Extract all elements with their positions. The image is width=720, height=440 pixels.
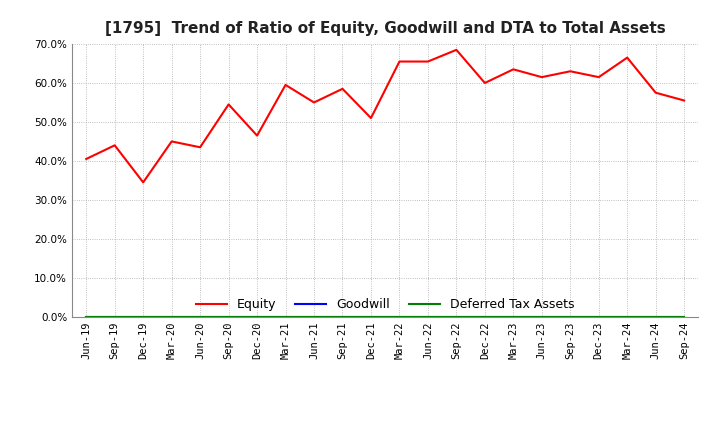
Deferred Tax Assets xyxy=(509,314,518,319)
Goodwill xyxy=(366,314,375,319)
Deferred Tax Assets xyxy=(395,314,404,319)
Deferred Tax Assets xyxy=(680,314,688,319)
Goodwill xyxy=(196,314,204,319)
Deferred Tax Assets xyxy=(167,314,176,319)
Equity xyxy=(366,115,375,121)
Goodwill xyxy=(595,314,603,319)
Equity xyxy=(82,156,91,161)
Equity xyxy=(167,139,176,144)
Equity xyxy=(282,82,290,88)
Equity xyxy=(537,74,546,80)
Equity xyxy=(452,47,461,52)
Goodwill xyxy=(110,314,119,319)
Goodwill xyxy=(623,314,631,319)
Deferred Tax Assets xyxy=(139,314,148,319)
Line: Equity: Equity xyxy=(86,50,684,182)
Deferred Tax Assets xyxy=(253,314,261,319)
Equity xyxy=(652,90,660,95)
Goodwill xyxy=(310,314,318,319)
Goodwill xyxy=(537,314,546,319)
Deferred Tax Assets xyxy=(423,314,432,319)
Goodwill xyxy=(253,314,261,319)
Deferred Tax Assets xyxy=(310,314,318,319)
Goodwill xyxy=(338,314,347,319)
Title: [1795]  Trend of Ratio of Equity, Goodwill and DTA to Total Assets: [1795] Trend of Ratio of Equity, Goodwil… xyxy=(105,21,665,36)
Goodwill xyxy=(652,314,660,319)
Goodwill xyxy=(225,314,233,319)
Deferred Tax Assets xyxy=(225,314,233,319)
Equity xyxy=(480,81,489,86)
Equity xyxy=(338,86,347,92)
Deferred Tax Assets xyxy=(537,314,546,319)
Deferred Tax Assets xyxy=(110,314,119,319)
Goodwill xyxy=(82,314,91,319)
Deferred Tax Assets xyxy=(652,314,660,319)
Equity xyxy=(310,100,318,105)
Equity xyxy=(253,133,261,138)
Equity xyxy=(680,98,688,103)
Equity xyxy=(196,145,204,150)
Deferred Tax Assets xyxy=(595,314,603,319)
Deferred Tax Assets xyxy=(452,314,461,319)
Deferred Tax Assets xyxy=(82,314,91,319)
Deferred Tax Assets xyxy=(196,314,204,319)
Deferred Tax Assets xyxy=(480,314,489,319)
Equity xyxy=(395,59,404,64)
Goodwill xyxy=(167,314,176,319)
Equity xyxy=(566,69,575,74)
Goodwill xyxy=(452,314,461,319)
Equity xyxy=(423,59,432,64)
Equity xyxy=(623,55,631,60)
Goodwill xyxy=(423,314,432,319)
Goodwill xyxy=(509,314,518,319)
Deferred Tax Assets xyxy=(366,314,375,319)
Equity xyxy=(595,74,603,80)
Equity xyxy=(139,180,148,185)
Goodwill xyxy=(566,314,575,319)
Legend: Equity, Goodwill, Deferred Tax Assets: Equity, Goodwill, Deferred Tax Assets xyxy=(191,293,580,316)
Deferred Tax Assets xyxy=(566,314,575,319)
Equity xyxy=(509,67,518,72)
Deferred Tax Assets xyxy=(623,314,631,319)
Goodwill xyxy=(480,314,489,319)
Goodwill xyxy=(395,314,404,319)
Deferred Tax Assets xyxy=(338,314,347,319)
Equity xyxy=(110,143,119,148)
Equity xyxy=(225,102,233,107)
Deferred Tax Assets xyxy=(282,314,290,319)
Goodwill xyxy=(680,314,688,319)
Goodwill xyxy=(282,314,290,319)
Goodwill xyxy=(139,314,148,319)
